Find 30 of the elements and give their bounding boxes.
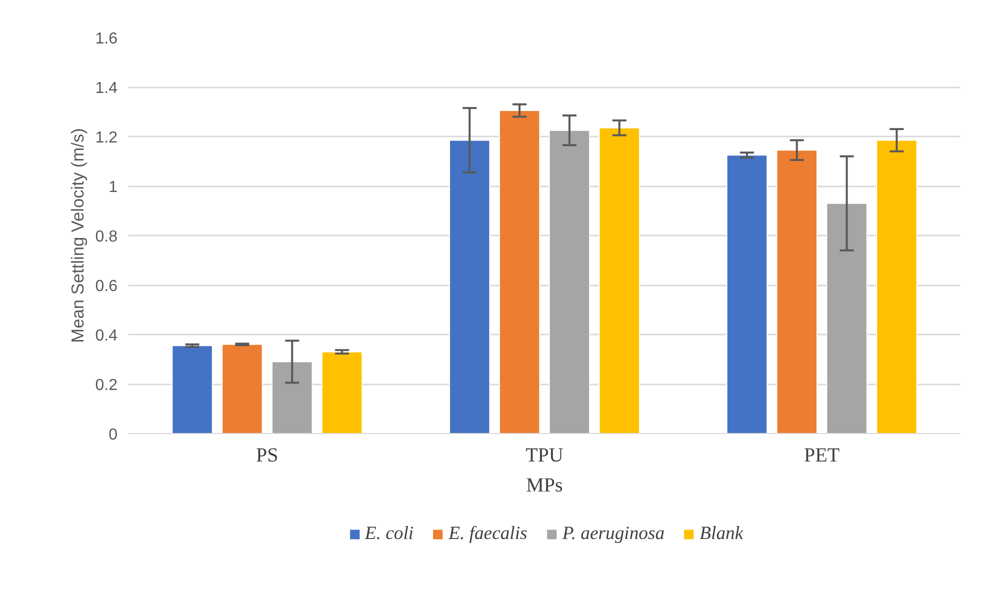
y-tick-label: 0 — [108, 426, 118, 444]
y-tick-label: 1.2 — [95, 130, 118, 146]
y-tick-label: 1.6 — [95, 30, 118, 48]
y-axis-title: Mean Settling Velocity (m/s) — [67, 128, 88, 343]
y-tick-label: 0.4 — [95, 328, 118, 344]
y-tick-label: 0.6 — [95, 278, 118, 295]
legend-label: E. faecalis — [448, 523, 528, 545]
legend-label: Blank — [700, 523, 744, 545]
x-tick-label: PS — [256, 444, 278, 466]
y-tick-label: 1.4 — [95, 80, 118, 97]
bar — [222, 344, 263, 434]
bar — [598, 127, 640, 434]
y-tick-label: 1 — [108, 179, 118, 196]
legend-label: P. aeruginosa — [562, 523, 665, 545]
bar — [726, 154, 768, 434]
bar — [321, 351, 363, 434]
bar — [876, 140, 918, 434]
bar — [498, 110, 540, 434]
x-tick-label: TPU — [526, 444, 564, 466]
x-tick-label: PET — [804, 444, 840, 466]
bar — [272, 361, 313, 434]
bar — [776, 150, 818, 434]
bar — [172, 345, 213, 434]
bar — [826, 202, 868, 434]
bar — [548, 130, 590, 434]
y-tick-label: 0.2 — [95, 377, 118, 394]
y-tick-label: 0.8 — [95, 228, 118, 246]
x-axis-title: MPs — [526, 474, 564, 496]
bar — [449, 140, 490, 434]
legend-label: E. coli — [364, 523, 414, 545]
